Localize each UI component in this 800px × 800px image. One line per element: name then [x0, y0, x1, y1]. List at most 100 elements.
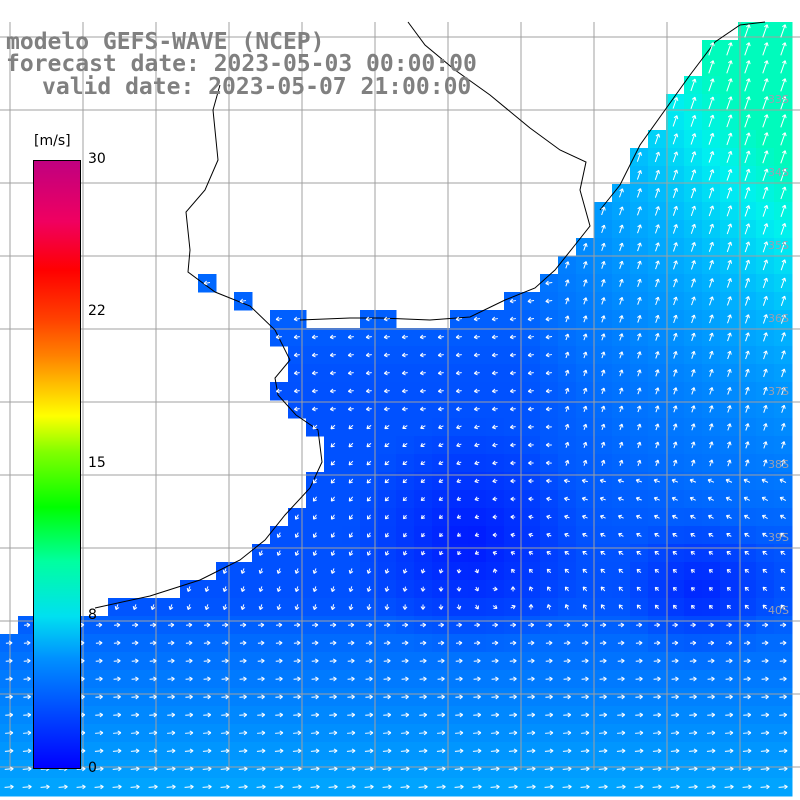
wind-arrow — [383, 388, 390, 394]
wind-arrow — [366, 622, 373, 628]
wind-arrow — [762, 295, 769, 306]
lat-lon-grid — [0, 22, 800, 770]
wind-arrow — [239, 694, 247, 700]
wind-arrow — [708, 151, 715, 163]
wind-arrow — [564, 459, 570, 466]
wind-arrow — [600, 459, 606, 466]
coastline — [94, 21, 766, 609]
wind-arrow — [763, 332, 768, 342]
wind-arrow — [636, 568, 642, 574]
wind-arrow — [492, 622, 499, 628]
wind-arrow — [780, 42, 787, 56]
wind-arrow — [311, 352, 318, 358]
wind-arrow — [655, 351, 660, 359]
wind-arrow — [508, 784, 518, 790]
wind-arrow — [472, 784, 482, 790]
wind-arrow — [366, 442, 372, 448]
wind-arrow — [366, 424, 372, 430]
wind-arrow — [528, 442, 534, 448]
wind-arrow — [600, 333, 606, 341]
colorbar-tick-8: 8 — [88, 607, 97, 623]
wind-arrow — [257, 676, 265, 682]
wind-arrow — [402, 479, 408, 484]
wind-arrow — [491, 316, 498, 322]
wind-arrow — [725, 478, 733, 483]
wind-arrow — [149, 640, 157, 646]
wind-arrow — [474, 532, 479, 537]
wind-arrow — [636, 514, 642, 520]
wind-arrow — [671, 658, 679, 664]
wind-arrow — [727, 368, 732, 377]
wind-arrow — [365, 694, 373, 700]
lat-label: 36S — [768, 312, 789, 325]
wind-arrow — [185, 658, 193, 664]
wind-arrow — [780, 604, 786, 610]
wind-arrow — [706, 748, 716, 754]
wind-arrow — [744, 277, 751, 288]
wind-arrow — [672, 187, 679, 199]
wind-arrow — [600, 622, 607, 628]
wind-arrow — [600, 550, 606, 555]
wind-arrow — [708, 622, 714, 628]
wind-arrow — [509, 712, 518, 718]
wind-arrow — [365, 352, 372, 358]
wind-arrow — [474, 604, 479, 610]
wind-arrow — [562, 784, 572, 790]
wind-arrow — [636, 188, 642, 198]
latitude-labels: 33S 34S 35S 36S 37S 38S 39S 40S — [768, 93, 789, 617]
wind-arrow — [256, 748, 266, 754]
wind-arrow — [528, 551, 534, 556]
wind-arrow — [545, 658, 553, 664]
wind-arrow — [400, 748, 410, 754]
wind-arrow — [636, 550, 642, 556]
wind-arrow — [311, 676, 319, 682]
wind-arrow — [636, 151, 643, 162]
wind-arrow — [582, 532, 588, 538]
wind-arrow — [275, 316, 282, 322]
wind-arrow — [5, 730, 14, 736]
wind-arrow — [437, 640, 445, 646]
wind-arrow — [473, 640, 481, 646]
wind-arrow — [401, 676, 409, 682]
wind-arrow — [185, 640, 193, 646]
wind-arrow — [527, 370, 534, 376]
wind-arrow — [762, 277, 769, 289]
wind-arrow — [383, 658, 391, 664]
wind-arrow — [582, 604, 588, 610]
wind-arrow — [437, 370, 444, 376]
wind-arrow — [637, 333, 642, 341]
wind-arrow — [779, 712, 788, 718]
wind-arrow — [95, 640, 103, 646]
wind-arrow — [671, 676, 679, 682]
wind-arrow — [652, 748, 662, 754]
wind-arrow — [527, 334, 534, 340]
wind-arrow — [94, 748, 104, 754]
wind-arrow — [726, 604, 732, 610]
wind-arrow — [5, 694, 13, 700]
wind-arrow — [724, 748, 734, 754]
wind-arrow — [204, 586, 210, 592]
wind-arrow — [762, 259, 769, 271]
wind-arrow — [330, 478, 336, 484]
wind-arrow — [418, 748, 428, 754]
wind-arrow — [600, 315, 606, 323]
wind-arrow — [526, 748, 536, 754]
wind-arrow — [600, 369, 606, 377]
wind-arrow — [150, 604, 156, 611]
wind-arrow — [294, 550, 300, 556]
wind-arrow — [473, 370, 480, 376]
wind-arrow — [672, 169, 679, 181]
wind-arrow — [420, 514, 426, 520]
wind-arrow — [474, 514, 480, 520]
wind-arrow — [636, 441, 642, 449]
wind-arrow — [348, 496, 354, 502]
wind-arrow — [727, 314, 732, 324]
wind-arrow — [727, 350, 732, 360]
lat-label: 37S — [768, 385, 789, 398]
wind-arrow — [203, 712, 212, 718]
wind-arrow — [527, 640, 535, 646]
wind-arrow — [384, 568, 390, 574]
wind-arrow — [726, 42, 733, 56]
wind-arrow — [708, 551, 714, 556]
wind-arrow — [364, 766, 374, 772]
